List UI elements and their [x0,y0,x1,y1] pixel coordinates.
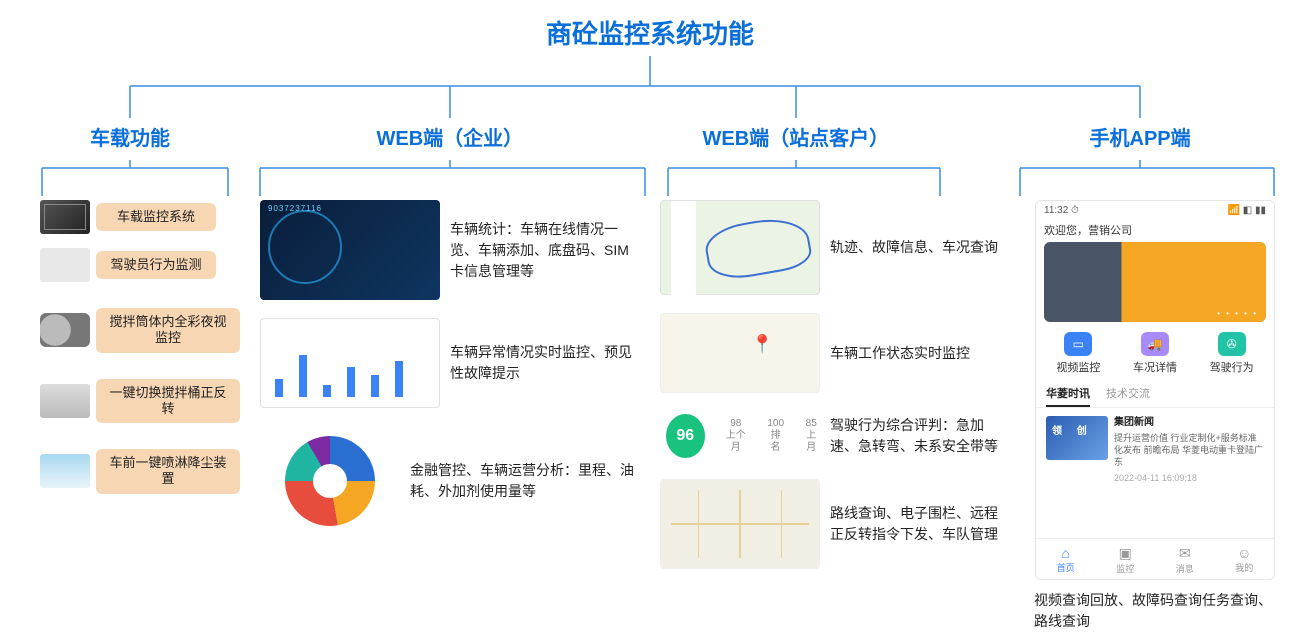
status-icons: 📶 ◧ ▮▮ [1228,205,1266,216]
row-description: 路线查询、电子围栏、远程正反转指令下发、车队管理 [830,503,1010,545]
menu-icon: ✇ [1218,332,1246,356]
nav-icon: ▣ [1116,545,1134,562]
menu-label: 驾驶行为 [1210,359,1254,375]
feature-label: 一键切换搅拌桶正反转 [96,379,240,424]
columns-container: 车载监控系统驾驶员行为监测搅拌筒体内全彩夜视监控一键切换搅拌桶正反转车前一键喷淋… [0,200,1300,632]
web-enterprise-row: 车辆异常情况实时监控、预见性故障提示 [260,318,640,408]
phone-tabs: 华菱时讯技术交流 [1036,385,1274,408]
nav-icon: ☺ [1235,545,1253,561]
app-caption: 视频查询回放、故障码查询任务查询、路线查询 [1030,580,1280,632]
score-metric: 100排名 [767,418,785,454]
welcome-text: 欢迎您，营销公司 [1036,220,1274,242]
onboard-feature: 车载监控系统 [40,200,240,234]
row-description: 车辆工作状态实时监控 [830,343,970,364]
feature-label: 车载监控系统 [96,203,216,231]
row-description: 车辆统计：车辆在线情况一览、车辆添加、底盘码、SIM卡信息管理等 [450,219,640,282]
score-value: 96 [666,414,705,458]
column-header-app: 手机APP端 [1090,122,1191,151]
web-enterprise-row: 金融管控、车辆运营分析：里程、油耗、外加剂使用量等 [260,426,640,536]
thumbnail-icon [40,248,90,282]
phone-tab[interactable]: 华菱时讯 [1046,385,1090,407]
pie-thumbnail [260,426,400,536]
nav-item[interactable]: ✉消息 [1176,545,1194,575]
menu-icon: 🚚 [1141,332,1169,356]
score-metric: 98上个月 [723,418,749,454]
phone-menu-item[interactable]: 🚚 车况详情 [1133,332,1177,375]
row-description: 金融管控、车辆运营分析：里程、油耗、外加剂使用量等 [410,460,640,502]
map1-thumbnail [660,200,820,295]
news-date: 2022-04-11 16:09:18 [1114,472,1264,484]
web-site-row: 轨迹、故障信息、车况查询 [660,200,1010,295]
nav-item[interactable]: ⌂首页 [1057,545,1075,575]
web-site-row: 路线查询、电子围栏、远程正反转指令下发、车队管理 [660,479,1010,569]
phone-tab[interactable]: 技术交流 [1106,385,1150,407]
column-header-onboard: 车载功能 [90,122,170,151]
page-title: 商砼监控系统功能 [0,0,1300,51]
phone-menu-item[interactable]: ✇ 驾驶行为 [1210,332,1254,375]
onboard-feature: 搅拌筒体内全彩夜视监控 [40,308,240,353]
nav-icon: ✉ [1176,545,1194,562]
dash-light-thumbnail [260,318,440,408]
thumbnail-icon [40,313,90,347]
news-body: 提升运营价值 行业定制化+服务标准化发布 前瞻布局 华菱电动重卡登陆广东 [1114,432,1264,468]
nav-item[interactable]: ▣监控 [1116,545,1134,575]
feature-label: 驾驶员行为监测 [96,251,216,279]
status-time: 11:32 ⏱ [1044,205,1079,216]
map2-thumbnail [660,313,820,393]
menu-label: 车况详情 [1133,359,1177,375]
menu-icon: ▭ [1064,332,1092,356]
news-text: 集团新闻 提升运营价值 行业定制化+服务标准化发布 前瞻布局 华菱电动重卡登陆广… [1114,416,1264,484]
row-description: 轨迹、故障信息、车况查询 [830,237,998,258]
score-thumbnail: 96 98上个月 100排名 85上月 [660,411,820,461]
column-header-web_site: WEB端（站点客户） [703,122,890,151]
column-web-enterprise: 车辆统计：车辆在线情况一览、车辆添加、底盘码、SIM卡信息管理等车辆异常情况实时… [250,200,650,632]
phone-status-bar: 11:32 ⏱ 📶 ◧ ▮▮ [1036,201,1274,220]
feature-label: 搅拌筒体内全彩夜视监控 [96,308,240,353]
onboard-feature: 驾驶员行为监测 [40,248,240,282]
phone-menu-row: ▭ 视频监控 🚚 车况详情 ✇ 驾驶行为 [1036,322,1274,385]
news-item[interactable]: 集团新闻 提升运营价值 行业定制化+服务标准化发布 前瞻布局 华菱电动重卡登陆广… [1036,408,1274,492]
phone-mock: 11:32 ⏱ 📶 ◧ ▮▮ 欢迎您，营销公司 ▭ 视频监控 🚚 车况详情 ✇ 驾驶行为华菱时讯… [1035,200,1275,580]
hero-banner[interactable] [1044,242,1266,322]
dash-dark-thumbnail [260,200,440,300]
onboard-feature: 车前一键喷淋降尘装置 [40,449,240,494]
thumbnail-icon [40,454,90,488]
phone-bottom-nav: ⌂首页 ▣监控 ✉消息 ☺我的 [1036,538,1274,579]
news-title: 集团新闻 [1114,416,1264,430]
news-image [1046,416,1108,460]
thumbnail-icon [40,384,90,418]
phone-menu-item[interactable]: ▭ 视频监控 [1056,332,1100,375]
menu-label: 视频监控 [1056,359,1100,375]
column-onboard: 车载监控系统驾驶员行为监测搅拌筒体内全彩夜视监控一键切换搅拌桶正反转车前一键喷淋… [0,200,250,632]
column-app: 11:32 ⏱ 📶 ◧ ▮▮ 欢迎您，营销公司 ▭ 视频监控 🚚 车况详情 ✇ 驾驶行为华菱时讯… [1020,200,1300,632]
column-web-site: 轨迹、故障信息、车况查询车辆工作状态实时监控 96 98上个月 100排名 85上月驾驶… [650,200,1020,632]
onboard-feature: 一键切换搅拌桶正反转 [40,379,240,424]
row-description: 车辆异常情况实时监控、预见性故障提示 [450,342,640,384]
web-site-row: 车辆工作状态实时监控 [660,313,1010,393]
feature-label: 车前一键喷淋降尘装置 [96,449,240,494]
web-enterprise-row: 车辆统计：车辆在线情况一览、车辆添加、底盘码、SIM卡信息管理等 [260,200,640,300]
thumbnail-icon [40,200,90,234]
nav-item[interactable]: ☺我的 [1235,545,1253,575]
nav-icon: ⌂ [1057,545,1075,561]
map3-thumbnail [660,479,820,569]
row-description: 驾驶行为综合评判：急加速、急转弯、未系安全带等 [830,415,1010,457]
score-metric: 85上月 [802,418,820,454]
web-site-row: 96 98上个月 100排名 85上月驾驶行为综合评判：急加速、急转弯、未系安全带等 [660,411,1010,461]
column-header-web_enterprise: WEB端（企业） [377,122,524,151]
